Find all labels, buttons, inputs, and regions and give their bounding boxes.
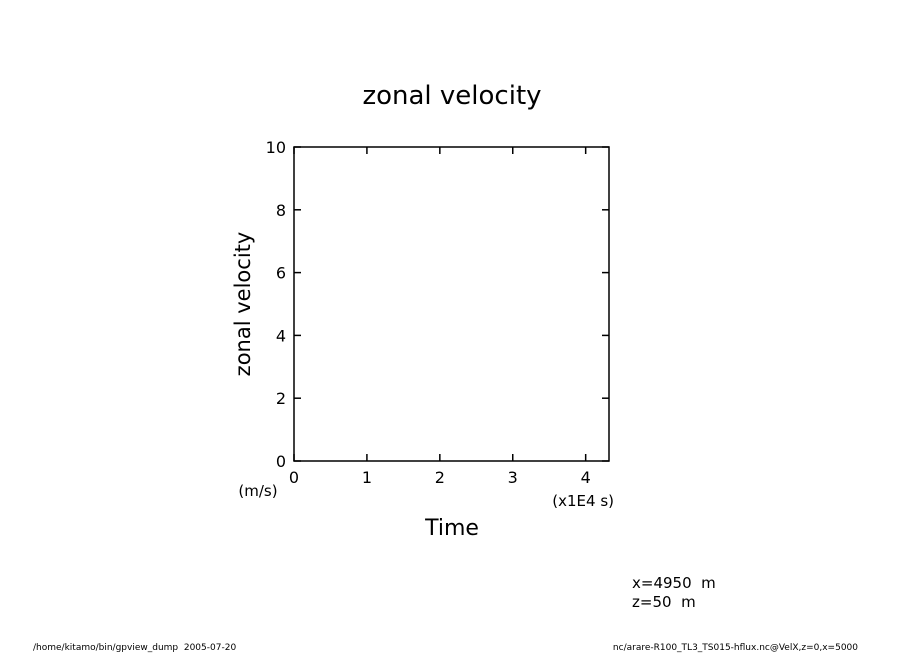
x-tick-label: 0 — [289, 468, 299, 487]
y-tick-label: 2 — [276, 389, 286, 408]
x-unit: (x1E4 s) — [552, 492, 614, 510]
x-axis-label: Time — [424, 516, 479, 541]
y-tick-label: 10 — [266, 138, 286, 157]
annotation: x=4950 m — [632, 574, 716, 592]
y-tick-label: 0 — [276, 452, 286, 471]
y-tick-label: 6 — [276, 264, 286, 283]
y-axis-label: zonal velocity — [231, 232, 255, 377]
plot-frame — [293, 146, 610, 462]
chart-title: zonal velocity — [362, 81, 541, 111]
annotation: z=50 m — [632, 593, 696, 611]
x-tick-label: 4 — [581, 468, 591, 487]
footer-left: /home/kitamo/bin/gpview_dump 2005-07-20 — [33, 643, 236, 653]
x-tick-label: 3 — [508, 468, 518, 487]
y-tick-label: 8 — [276, 201, 286, 220]
y-unit: (m/s) — [238, 482, 277, 500]
footer-right: nc/arare-R100_TL3_TS015-hflux.nc@VelX,z=… — [613, 643, 858, 653]
x-tick-label: 1 — [362, 468, 372, 487]
y-tick-label: 4 — [276, 326, 286, 345]
x-tick-label: 2 — [435, 468, 445, 487]
